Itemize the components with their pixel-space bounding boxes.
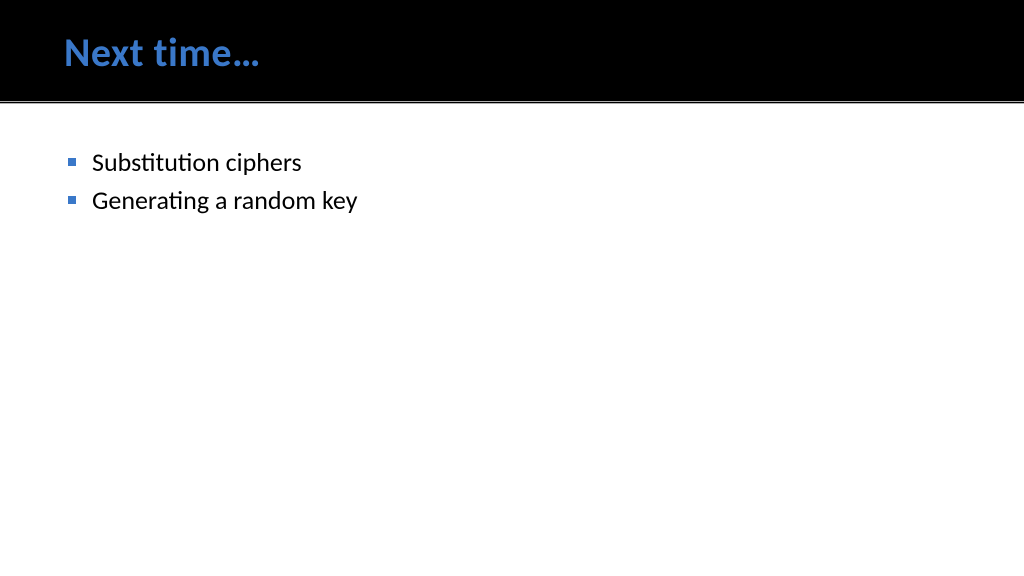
slide-content: Substitution ciphers Generating a random… [0,104,1024,219]
slide-title-bar: Next time… [0,0,1024,104]
list-item: Substitution ciphers [92,144,964,182]
bullet-list: Substitution ciphers Generating a random… [92,144,964,219]
list-item: Generating a random key [92,182,964,220]
slide-title: Next time… [64,28,960,77]
